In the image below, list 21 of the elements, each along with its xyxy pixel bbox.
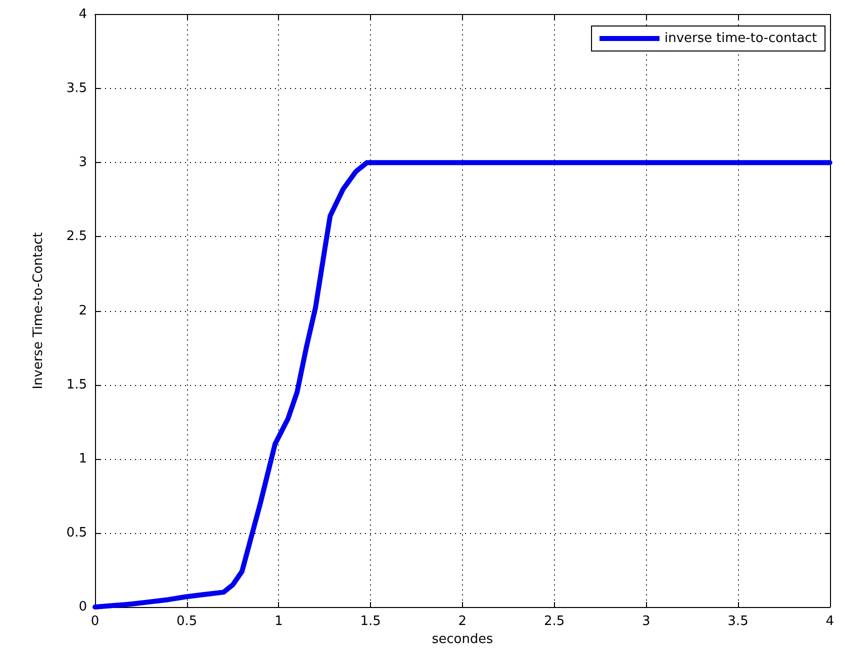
- y-tick-label: 0: [78, 600, 87, 614]
- x-tick-label: 1: [274, 614, 283, 629]
- x-tick-label: 2: [458, 614, 467, 629]
- y-tick-label: 0.5: [66, 525, 87, 540]
- x-tick-label: 3: [642, 614, 650, 629]
- y-tick-label: 2: [78, 303, 87, 318]
- y-tick-label: 2.5: [66, 229, 87, 244]
- y-tick-label: 3: [78, 155, 87, 170]
- x-tick-label: 4: [826, 614, 834, 629]
- y-tick-label: 4: [78, 7, 87, 22]
- y-tick-label: 3.5: [66, 81, 87, 96]
- legend-label: inverse time-to-contact: [664, 31, 817, 46]
- y-tick-label: 1.5: [66, 377, 87, 392]
- x-tick-label: 0.5: [176, 614, 198, 629]
- x-tick-label: 1.5: [360, 614, 381, 629]
- y-axis-title: Inverse Time-to-Contact: [31, 232, 46, 390]
- x-tick-label: 2.5: [544, 614, 565, 629]
- x-axis-title: secondes: [432, 632, 494, 647]
- x-tick-label: 0: [90, 614, 100, 629]
- x-tick-label: 3.5: [728, 614, 748, 629]
- y-tick-label: 1: [78, 451, 87, 466]
